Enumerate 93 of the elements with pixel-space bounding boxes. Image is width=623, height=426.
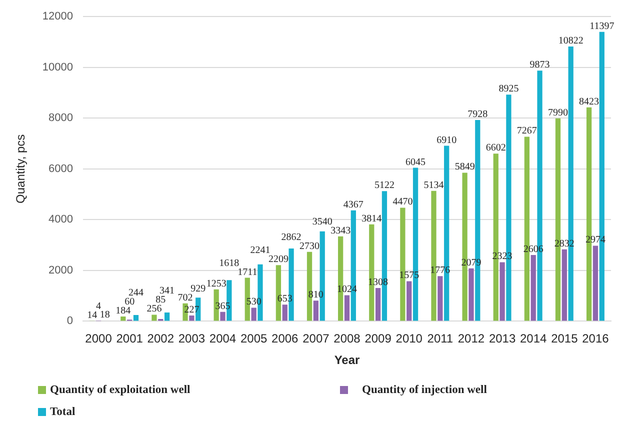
bar: [406, 281, 412, 321]
x-tick-label: 2008: [334, 332, 361, 346]
data-label: 6045: [406, 156, 426, 168]
x-tick-label: 2011: [427, 332, 454, 346]
data-label: 8925: [498, 84, 519, 95]
x-tick-label: 2012: [458, 332, 485, 346]
data-label: 1618: [219, 258, 240, 269]
data-label: 6910: [436, 134, 457, 146]
bar: [133, 315, 139, 321]
bar: [220, 312, 226, 321]
data-label: 3540: [312, 216, 332, 228]
data-label: 1776: [430, 265, 450, 276]
y-tick-label: 2000: [48, 264, 73, 276]
bar: [189, 315, 194, 321]
x-tick-label: 2004: [209, 332, 236, 346]
data-label: 14: [87, 310, 98, 321]
data-label: 11397: [590, 20, 614, 32]
data-label: 60: [124, 296, 135, 308]
data-label: 4470: [392, 196, 413, 208]
data-label: 18: [100, 310, 110, 321]
data-label: 2323: [492, 251, 512, 262]
x-tick-label: 2006: [272, 332, 299, 346]
data-label: 2241: [250, 245, 270, 256]
legend-label: Total: [50, 406, 76, 418]
x-tick-label: 2000: [85, 332, 112, 346]
data-label: 8423: [579, 96, 600, 108]
bar: [530, 255, 536, 321]
data-label: 5849: [454, 162, 475, 173]
data-label: 2862: [281, 232, 302, 243]
x-tick-label: 2005: [240, 332, 268, 346]
y-tick-label: 12000: [42, 10, 73, 23]
data-label: 2209: [268, 254, 288, 266]
data-label: 341: [160, 286, 175, 297]
data-label: 5134: [424, 180, 444, 191]
data-label: 3814: [362, 213, 382, 224]
data-label: 929: [190, 283, 206, 294]
y-axis-title: Quantity, pcs: [14, 134, 28, 204]
x-tick-label: 2007: [302, 332, 330, 346]
data-label: 1308: [368, 277, 388, 288]
data-label: 702: [178, 292, 193, 304]
bar: [152, 314, 157, 321]
x-tick-label: 2010: [396, 332, 423, 346]
y-tick-label: 6000: [48, 162, 73, 175]
data-label: 7990: [548, 107, 568, 118]
bar: [500, 262, 505, 321]
bar: [313, 300, 319, 321]
x-tick-label: 2002: [147, 332, 174, 346]
bar: [251, 308, 256, 321]
data-label: 1024: [336, 284, 357, 296]
data-label: 6602: [486, 142, 506, 154]
data-label: 2832: [554, 238, 574, 250]
data-label: 1575: [399, 270, 420, 282]
bar: [344, 295, 350, 321]
x-axis-title: Year: [334, 353, 360, 368]
data-label: 4: [96, 300, 102, 312]
data-label: 2606: [523, 244, 544, 256]
data-label: 1711: [238, 266, 258, 278]
x-tick-label: 2001: [116, 332, 144, 346]
y-tick-label: 4000: [48, 214, 73, 226]
x-tick-label: 2003: [178, 332, 206, 346]
data-label: 9873: [530, 60, 550, 71]
bar: [282, 304, 288, 321]
data-label: 244: [128, 288, 144, 299]
x-tick-label: 2015: [551, 332, 578, 346]
data-label: 10822: [558, 36, 584, 46]
data-label: 256: [146, 304, 162, 315]
x-tick-label: 2013: [488, 332, 516, 346]
bar: [468, 268, 474, 321]
bar: [592, 246, 598, 321]
bar: [562, 249, 567, 321]
data-label: 4367: [343, 199, 364, 210]
data-label: 2730: [300, 240, 320, 252]
data-label: 5122: [374, 180, 394, 192]
data-label: 2079: [461, 257, 482, 268]
bar: [375, 288, 381, 321]
x-tick-label: 2014: [520, 332, 548, 346]
x-tick-label: 2016: [582, 332, 610, 346]
bar: [120, 316, 126, 321]
y-tick-label: 0: [66, 315, 73, 328]
data-label: 85: [156, 294, 166, 306]
bar: [164, 312, 170, 321]
x-tick-label: 2009: [364, 332, 392, 346]
y-tick-label: 10000: [42, 61, 73, 74]
data-label: 7928: [468, 108, 488, 120]
data-label: 7267: [516, 126, 537, 137]
data-label: 2974: [585, 234, 606, 246]
data-label: 1253: [206, 278, 226, 290]
data-label: 3343: [330, 225, 351, 236]
y-tick-label: 8000: [48, 112, 73, 124]
legend-label: Quantity of exploitation well: [50, 384, 190, 396]
bar: [438, 276, 443, 321]
legend-label: Quantity of injection well: [362, 384, 487, 396]
data-label: 184: [116, 306, 131, 317]
